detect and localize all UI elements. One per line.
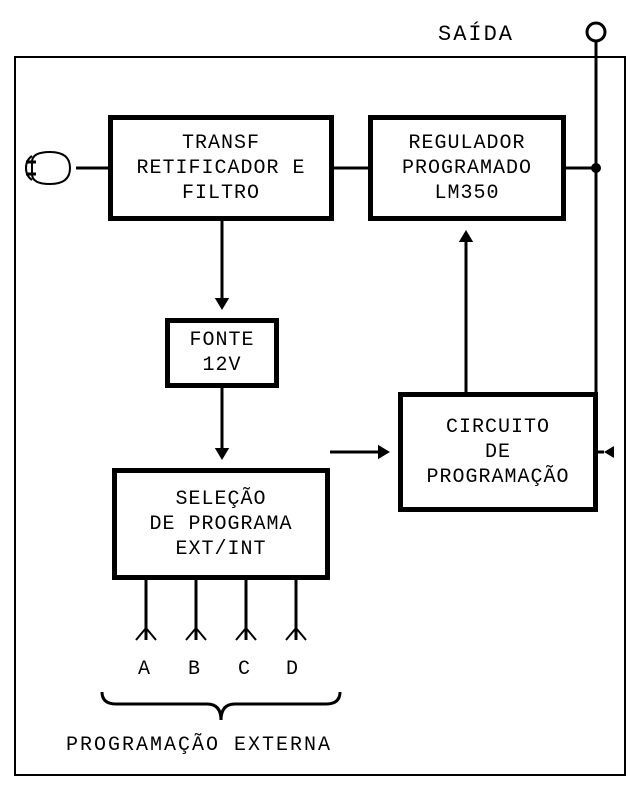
label-progext: PROGRAMAÇÃO EXTERNA [66, 734, 332, 757]
block-fonte-label: FONTE 12V [189, 328, 254, 378]
label-saida: SAÍDA [438, 22, 514, 47]
block-transf-label: TRANSF RETIFICADOR E FILTRO [136, 131, 305, 206]
block-fonte: FONTE 12V [165, 318, 279, 388]
block-transf: TRANSF RETIFICADOR E FILTRO [108, 115, 334, 221]
diagram-canvas: { "frame": { "x": 14, "y": 56, "w": 612,… [0, 0, 640, 786]
label-input-B: B [188, 658, 201, 681]
block-circuito-label: CIRCUITO DE PROGRAMAÇÃO [426, 415, 569, 490]
block-circuito: CIRCUITO DE PROGRAMAÇÃO [398, 392, 598, 512]
block-selecao: SELEÇÃO DE PROGRAMA EXT/INT [112, 468, 330, 580]
label-input-A: A [138, 658, 151, 681]
block-regulador-label: REGULADOR PROGRAMADO LM350 [402, 131, 532, 206]
block-selecao-label: SELEÇÃO DE PROGRAMA EXT/INT [149, 487, 292, 562]
label-input-D: D [286, 658, 299, 681]
block-regulador: REGULADOR PROGRAMADO LM350 [368, 115, 566, 221]
label-input-C: C [238, 658, 251, 681]
